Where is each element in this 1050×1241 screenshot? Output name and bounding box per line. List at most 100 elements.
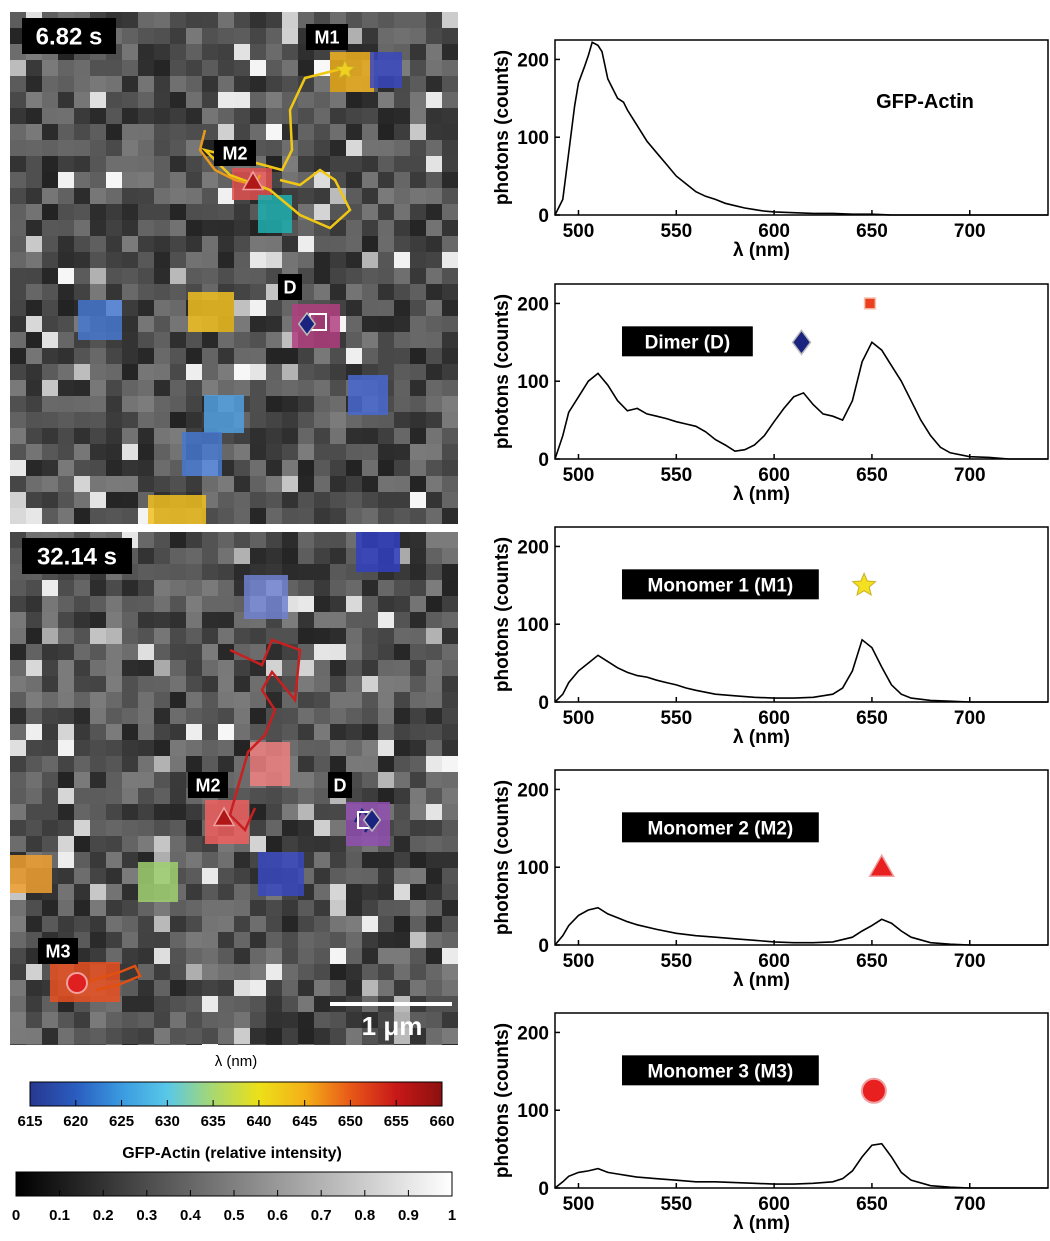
micrograph-pixel [218,580,234,596]
micrograph-pixel [314,444,330,460]
micrograph-pixel [394,724,410,740]
micrograph-pixel [154,916,170,932]
micrograph-pixel [218,60,234,76]
micrograph-pixel [234,108,250,124]
micrograph-pixel [378,284,394,300]
micrograph-pixel [90,724,106,740]
micrograph-pixel [250,628,266,644]
micrograph-pixel [410,508,426,524]
micrograph-pixel [330,804,346,820]
micrograph-pixel [202,580,218,596]
micrograph-pixel [26,772,42,788]
micrograph-pixel [314,644,330,660]
micrograph-pixel [234,92,250,108]
micrograph-pixel [378,220,394,236]
micrograph-pixel [410,460,426,476]
micrograph-pixel [186,820,202,836]
micrograph-pixel [122,852,138,868]
micrograph-pixel [234,932,250,948]
micrograph-pixel [250,1044,266,1045]
micrograph-pixel [298,980,314,996]
micrograph-pixel [58,316,74,332]
micrograph-pixel [122,332,138,348]
micrograph-pixel [234,476,250,492]
micrograph-pixel [106,692,122,708]
fluorescent-spot [78,300,122,340]
micrograph-pixel [186,932,202,948]
micrograph-pixel [138,140,154,156]
micrograph-pixel [314,564,330,580]
micrograph-pixel [58,1012,74,1028]
micrograph-pixel [442,788,458,804]
micrograph-pixel [378,1012,394,1028]
micrograph-pixel [250,348,266,364]
micrograph-pixel [362,756,378,772]
micrograph-pixel [362,12,378,28]
micrograph-pixel [362,676,378,692]
micrograph-pixel [218,724,234,740]
micrograph-pixel [378,948,394,964]
micrograph-pixel [74,628,90,644]
micrograph-pixel [42,1012,58,1028]
x-tick-label: 500 [563,221,595,242]
micrograph-pixel [186,852,202,868]
annotation-box [622,326,753,357]
y-tick-label: 0 [538,206,549,227]
micrograph-pixel [250,1012,266,1028]
micrograph-pixel [26,220,42,236]
micrograph-pixel [314,172,330,188]
micrograph-pixel [106,188,122,204]
micrograph-pixel [186,140,202,156]
fluorescent-spot [10,855,52,893]
micrograph-pixel [58,396,74,412]
x-tick-label: 550 [660,465,692,486]
micrograph-pixel [26,108,42,124]
micrograph-pixel [74,460,90,476]
micrograph-pixel [250,836,266,852]
micrograph-pixel [202,236,218,252]
micrograph-pixel [138,268,154,284]
micrograph-pixel [170,76,186,92]
micrograph-pixel [154,628,170,644]
micrograph-pixel [442,580,458,596]
micrograph-pixel [26,980,42,996]
micrograph-pixel [218,108,234,124]
y-tick-label: 100 [517,1101,549,1122]
micrograph-pixel [26,740,42,756]
micrograph-pixel [282,708,298,724]
micrograph-pixel [122,140,138,156]
micrograph-pixel [362,348,378,364]
micrograph-pixel [234,740,250,756]
micrograph-pixel [10,316,26,332]
micrograph-pixel [394,476,410,492]
micrograph-pixel [202,60,218,76]
micrograph-pixel [202,756,218,772]
micrograph-pixel [74,916,90,932]
micrograph-pixel [442,740,458,756]
micrograph-pixel [122,508,138,524]
micrograph-pixel [394,284,410,300]
micrograph-pixel [170,580,186,596]
micrograph-pixel [154,44,170,60]
micrograph-pixel [250,492,266,508]
micrograph-pixel [218,628,234,644]
micrograph-pixel [58,772,74,788]
micrograph-pixel [250,300,266,316]
micrograph-pixel [314,948,330,964]
micrograph-pixel [42,916,58,932]
micrograph-pixel [362,92,378,108]
micrograph-pixel [426,948,442,964]
micrograph-pixel [314,980,330,996]
micrograph-pixel [170,1028,186,1044]
micrograph-pixel [90,156,106,172]
micrograph-pixel [122,268,138,284]
micrograph-pixel [330,564,346,580]
micrograph-pixel [218,564,234,580]
micrograph-pixel [170,964,186,980]
micrograph-pixel [122,644,138,660]
micrograph-pixel [282,76,298,92]
triangle-icon [241,170,265,191]
micrograph-pixel [234,348,250,364]
micrograph-pixel [218,548,234,564]
micrograph-pixel [378,580,394,596]
